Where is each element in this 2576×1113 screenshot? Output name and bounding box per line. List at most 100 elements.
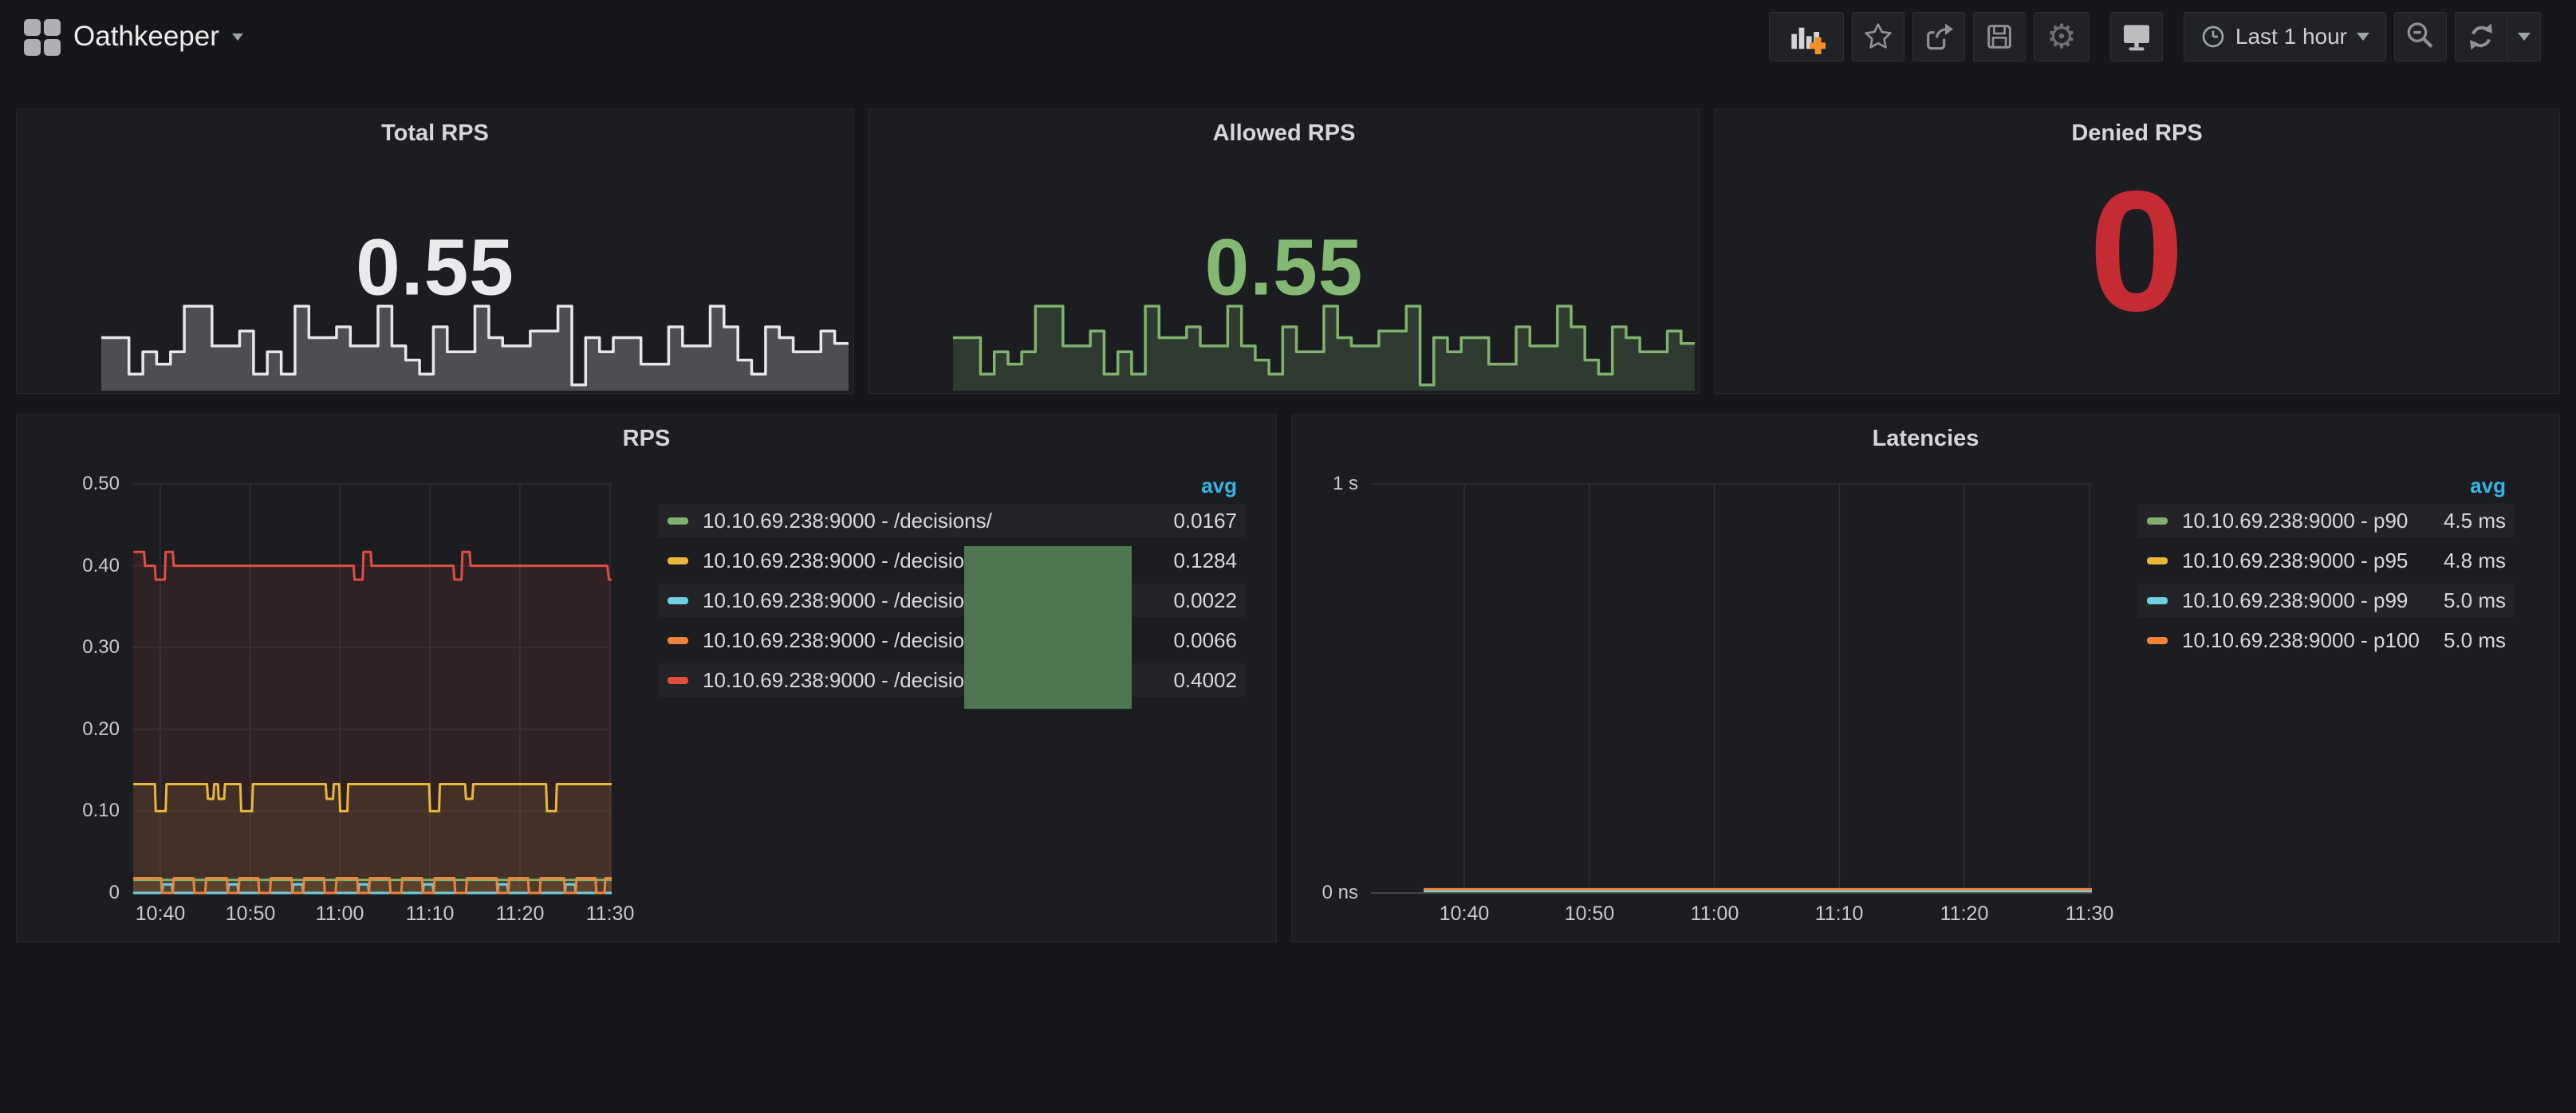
panel-title[interactable]: RPS [622,426,671,451]
star-button[interactable] [1851,12,1904,61]
save-button[interactable] [1972,12,2026,61]
series-label[interactable]: 10.10.69.238:9000 - p95 [2182,548,2409,572]
legend-row: 10.10.69.238:9000 - /decisions/0.0167 [658,504,1245,537]
zoom-out-button[interactable] [2394,12,2447,61]
series-avg-value: 4.5 ms [2443,508,2506,533]
series-label[interactable]: 10.10.69.238:9000 - /decisions/ [703,548,992,572]
cycle-view-button[interactable] [2109,12,2163,61]
zoom-out-icon [2407,22,2433,49]
series-color-swatch[interactable] [668,636,688,644]
legend-overlay-artifact [964,546,1132,709]
legend-row: 10.10.69.238:9000 - p95 4.8 ms [2137,544,2514,577]
x-axis-label: 11:20 [1940,903,1989,925]
y-axis-label: 0.50 [82,473,120,494]
y-axis-label: 1 s [1332,473,1358,494]
series-color-swatch[interactable] [668,556,688,564]
refresh-button-group [2455,12,2541,61]
y-axis-label: 0.20 [82,718,120,740]
stat-value: 0.55 [356,222,514,313]
series-avg-value: 0.1284 [1173,548,1237,572]
series-avg-value: 0.0167 [1173,508,1237,533]
series-avg-value: 0.0066 [1173,627,1237,652]
series-avg-value: 5.0 ms [2443,588,2506,612]
series-avg-value: 5.0 ms [2443,627,2506,652]
panel-title[interactable]: Total RPS [381,120,489,146]
navbar: Oathkeeper [0,0,2576,73]
star-icon [1865,23,1892,49]
series-color-swatch[interactable] [668,676,688,684]
series-label[interactable]: 10.10.69.238:9000 - /decisions/ [703,627,992,652]
y-axis-label: 0.30 [82,636,120,659]
x-axis-label: 11:10 [405,903,455,925]
series-color-swatch[interactable] [2147,596,2168,604]
settings-button[interactable]: ⚙ [2033,12,2090,61]
legend-row: 10.10.69.238:9000 - p100 5.0 ms [2137,623,2514,657]
refresh-icon [2470,23,2492,50]
panel-title[interactable]: Latencies [1872,426,1979,451]
series-avg-value: 0.0022 [1173,588,1237,612]
series-label[interactable]: 10.10.69.238:9000 - /decisions/ [703,508,992,533]
save-icon [1987,25,2011,49]
y-axis-label: 0 [108,882,120,903]
legend-row: 10.10.69.238:9000 - p99 5.0 ms [2137,584,2514,617]
sparkline [953,305,1695,391]
dashboard-title: Oathkeeper [73,21,219,52]
series-label[interactable]: 10.10.69.238:9000 - /decisions/ [703,588,992,612]
share-button[interactable] [1912,12,1965,61]
stat-value: 0.55 [1204,222,1364,313]
dashboard-title-dropdown[interactable]: Oathkeeper [73,18,243,56]
panel-denied-rps: Denied RPS 0 [1714,108,2560,394]
panel-allowed-rps: Allowed RPS 0.55 [868,108,1700,394]
series-label[interactable]: 10.10.69.238:9000 - p90 [2182,508,2409,533]
legend-rows: 10.10.69.238:9000 - /decisions/0.0167 10.… [658,504,1245,697]
rps-plot-area[interactable] [132,483,612,895]
y-axis-label: 0.10 [82,800,120,822]
x-axis-label: 11:20 [495,903,545,925]
y-axis-label: 0 ns [1321,882,1358,903]
add-panel-icon [1791,27,1826,54]
chevron-down-icon [2357,33,2369,41]
x-axis-label: 10:50 [1564,903,1615,925]
legend-row: 10.10.69.238:9000 - p90 4.5 ms [2137,504,2514,537]
panel-total-rps: Total RPS 0.55 [16,108,854,394]
add-panel-button[interactable] [1768,12,1844,61]
stat-value: 0 [2089,155,2185,347]
time-range-picker[interactable]: Last 1 hour [2183,12,2386,61]
chevron-down-icon [231,33,243,41]
series-label[interactable]: 10.10.69.238:9000 - p100 [2182,627,2420,652]
series-color-swatch[interactable] [2147,556,2168,564]
chart-legend: avg 10.10.69.238:9000 - /decisions/0.016… [658,474,1245,703]
x-axis-label: 10:40 [135,903,186,925]
refresh-interval-dropdown[interactable] [2507,12,2541,61]
latencies-plot-area[interactable] [1371,483,2092,894]
series-color-swatch[interactable] [668,596,688,604]
clock-icon [2202,26,2224,48]
refresh-button[interactable] [2455,12,2507,61]
x-axis-label: 11:30 [585,903,635,925]
panel-rps-graph: RPS avg 10.10.69.238:9000 - /decisions/0… [16,414,1277,942]
legend-row: 10.10.69.238:9000 - /decisions/0.0066 [658,623,1245,657]
legend-row: 10.10.69.238:9000 - /decisions/0.0022 [658,584,1245,617]
panel-title[interactable]: Allowed RPS [1212,120,1356,146]
x-axis-label: 11:00 [315,903,364,925]
legend-avg-header[interactable]: avg [2470,474,2506,498]
x-axis-label: 11:10 [1814,903,1864,925]
share-icon [1926,23,1953,50]
series-label[interactable]: 10.10.69.238:9000 - p99 [2182,588,2409,612]
panel-latencies-graph: Latencies avg 10.10.69.238:9000 - p90 4.5… [1291,414,2560,942]
series-color-swatch[interactable] [668,517,688,525]
series-avg-value: 0.4002 [1173,667,1237,692]
x-axis-label: 10:40 [1439,903,1490,925]
x-axis-label: 11:00 [1690,903,1739,925]
gear-icon: ⚙ [2046,18,2077,55]
monitor-icon [2123,25,2149,51]
chevron-down-icon [2517,33,2531,41]
panel-title[interactable]: Denied RPS [2071,120,2203,146]
dashboards-grid-icon[interactable] [24,19,61,56]
series-color-swatch[interactable] [2147,636,2168,644]
legend-avg-header[interactable]: avg [1201,474,1237,498]
series-color-swatch[interactable] [2147,517,2168,525]
legend-rows: 10.10.69.238:9000 - p90 4.5 ms 10.10.69.23… [2137,504,2514,657]
series-label[interactable]: 10.10.69.238:9000 - /decisions/ [703,667,992,692]
